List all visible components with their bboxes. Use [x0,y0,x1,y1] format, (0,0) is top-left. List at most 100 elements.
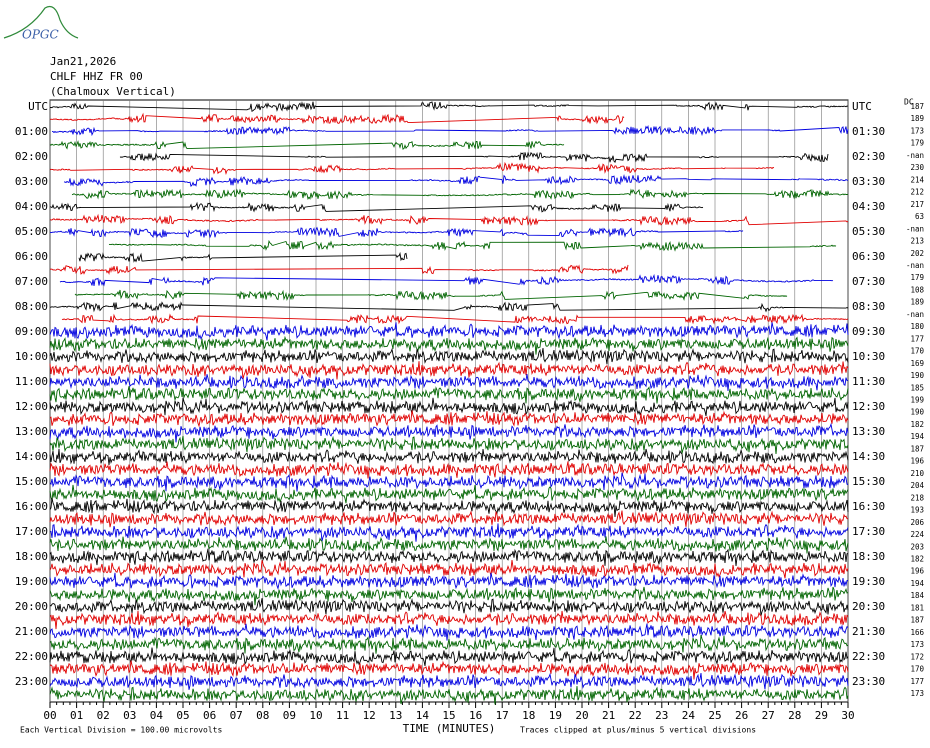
right-time-label: 02:30 [852,150,885,163]
dc-value: 166 [910,628,924,637]
trace [49,140,565,150]
dc-value: 187 [910,102,924,111]
trace [49,536,849,554]
dc-value: 108 [910,285,924,294]
trace [49,660,849,680]
trace [49,213,849,227]
dc-value: 179 [910,273,924,282]
dc-value: 206 [910,518,924,527]
trace [49,523,849,542]
right-time-label: 09:30 [852,325,885,338]
x-tick-label: 10 [309,709,322,722]
right-time-label: UTC [852,100,872,113]
left-time-label: 10:00 [15,350,48,363]
trace [49,322,849,341]
trace [108,239,837,252]
left-time-label: 22:00 [15,650,48,663]
dc-value: -nan [906,261,924,270]
left-time-label: 06:00 [15,250,48,263]
trace [61,313,849,325]
x-tick-label: 15 [442,709,455,722]
x-tick-label: 17 [496,709,509,722]
dc-value: 217 [910,200,924,209]
x-tick-label: 12 [363,709,376,722]
left-time-label: 11:00 [15,375,48,388]
dc-value: 204 [910,481,924,490]
trace [49,461,849,479]
dc-value: -nan [906,310,924,319]
left-time-label: 01:00 [15,125,48,138]
trace [49,634,849,654]
right-time-label: 08:30 [852,300,885,313]
logo-arc [3,5,79,39]
left-time-label: 19:00 [15,575,48,588]
dc-value: 189 [910,298,924,307]
left-time-label: 16:00 [15,500,48,513]
dc-value: 172 [910,652,924,661]
trace [49,598,849,616]
x-tick-label: 16 [469,709,482,722]
dc-value: 202 [910,249,924,258]
x-tick-label: 03 [123,709,136,722]
right-time-label: 18:30 [852,550,885,563]
trace [49,623,849,641]
trace [49,610,849,630]
trace [49,560,849,579]
trace [78,251,408,263]
right-time-label: 10:30 [852,350,885,363]
dc-value: 210 [910,469,924,478]
location: (Chalmoux Vertical) [50,85,176,98]
left-time-label: 23:00 [15,675,48,688]
trace [49,484,849,504]
dc-value: 177 [910,677,924,686]
dc-value: 203 [910,542,924,551]
trace [49,361,849,380]
right-time-label: 13:30 [852,425,885,438]
right-time-label: 20:30 [852,600,885,613]
left-time-label: 20:00 [15,600,48,613]
dc-value: 196 [910,567,924,576]
x-tick-label: 09 [283,709,296,722]
dc-value: 218 [910,493,924,502]
right-time-label: 03:30 [852,175,885,188]
x-tick-label: 18 [522,709,535,722]
left-time-label: UTC [28,100,48,113]
dc-value: 173 [910,126,924,135]
left-time-label: 09:00 [15,325,48,338]
x-axis-label: TIME (MINUTES) [403,722,496,735]
dc-value: 230 [910,163,924,172]
x-tick-label: 26 [735,709,748,722]
dc-value: 63 [915,212,924,221]
dc-value: -nan [906,151,924,160]
station: CHLF HHZ FR 00 [50,70,143,83]
right-time-label: 12:30 [852,400,885,413]
left-time-label: 03:00 [15,175,48,188]
dc-value: 187 [910,616,924,625]
dc-value: 170 [910,665,924,674]
x-tick-label: 01 [70,709,83,722]
trace [63,173,849,187]
x-tick-label: 19 [549,709,562,722]
right-time-label: 05:30 [852,225,885,238]
right-time-label: 16:30 [852,500,885,513]
left-time-label: 12:00 [15,400,48,413]
left-time-label: 14:00 [15,450,48,463]
trace [49,347,849,365]
x-tick-label: 11 [336,709,349,722]
trace [49,161,775,175]
dc-value: 179 [910,139,924,148]
right-time-label: 21:30 [852,625,885,638]
trace [49,572,849,591]
dc-value: 185 [910,383,924,392]
dc-value: 189 [910,114,924,123]
x-tick-label: 29 [815,709,828,722]
x-tick-label: 24 [682,709,696,722]
trace [49,264,629,275]
x-tick-label: 07 [230,709,243,722]
right-time-label: 23:30 [852,675,885,688]
trace [49,498,849,518]
trace [49,472,849,492]
left-time-label: 18:00 [15,550,48,563]
x-tick-label: 27 [762,709,775,722]
trace [49,422,849,443]
